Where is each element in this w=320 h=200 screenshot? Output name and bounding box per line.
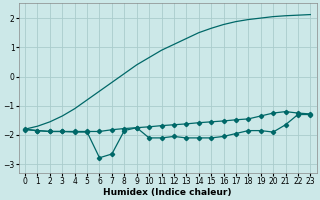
X-axis label: Humidex (Indice chaleur): Humidex (Indice chaleur) <box>103 188 232 197</box>
